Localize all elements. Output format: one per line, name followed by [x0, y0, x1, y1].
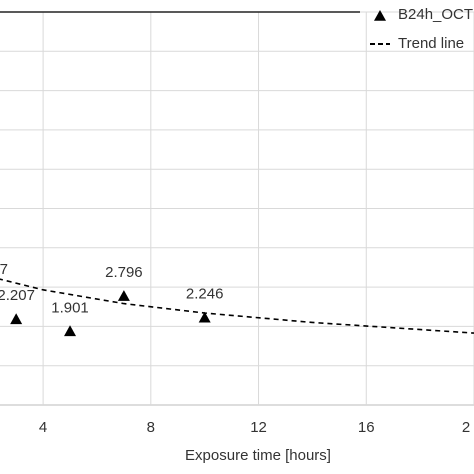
point [117, 290, 130, 301]
point [198, 311, 211, 323]
data-label: 1.901 [51, 299, 89, 316]
x-axis-title: Exposure time [hours] [185, 447, 331, 464]
legend-label: B24h_OCT [398, 6, 473, 23]
data-label: 2.246 [186, 286, 224, 303]
x-tick-label: 2 [462, 419, 470, 436]
legend-swatch [374, 10, 386, 21]
data-label: 2.207 [0, 287, 35, 304]
point [10, 313, 23, 325]
x-tick-label: 12 [250, 419, 267, 436]
x-tick-label: 4 [39, 419, 47, 436]
x-tick-label: 16 [358, 419, 375, 436]
point [64, 325, 77, 337]
x-tick-label: 8 [147, 419, 155, 436]
trend-line [0, 278, 474, 334]
data-label: 2.796 [105, 264, 143, 281]
data-label: 2.877 [0, 261, 8, 278]
legend-label: Trend line [398, 35, 464, 52]
